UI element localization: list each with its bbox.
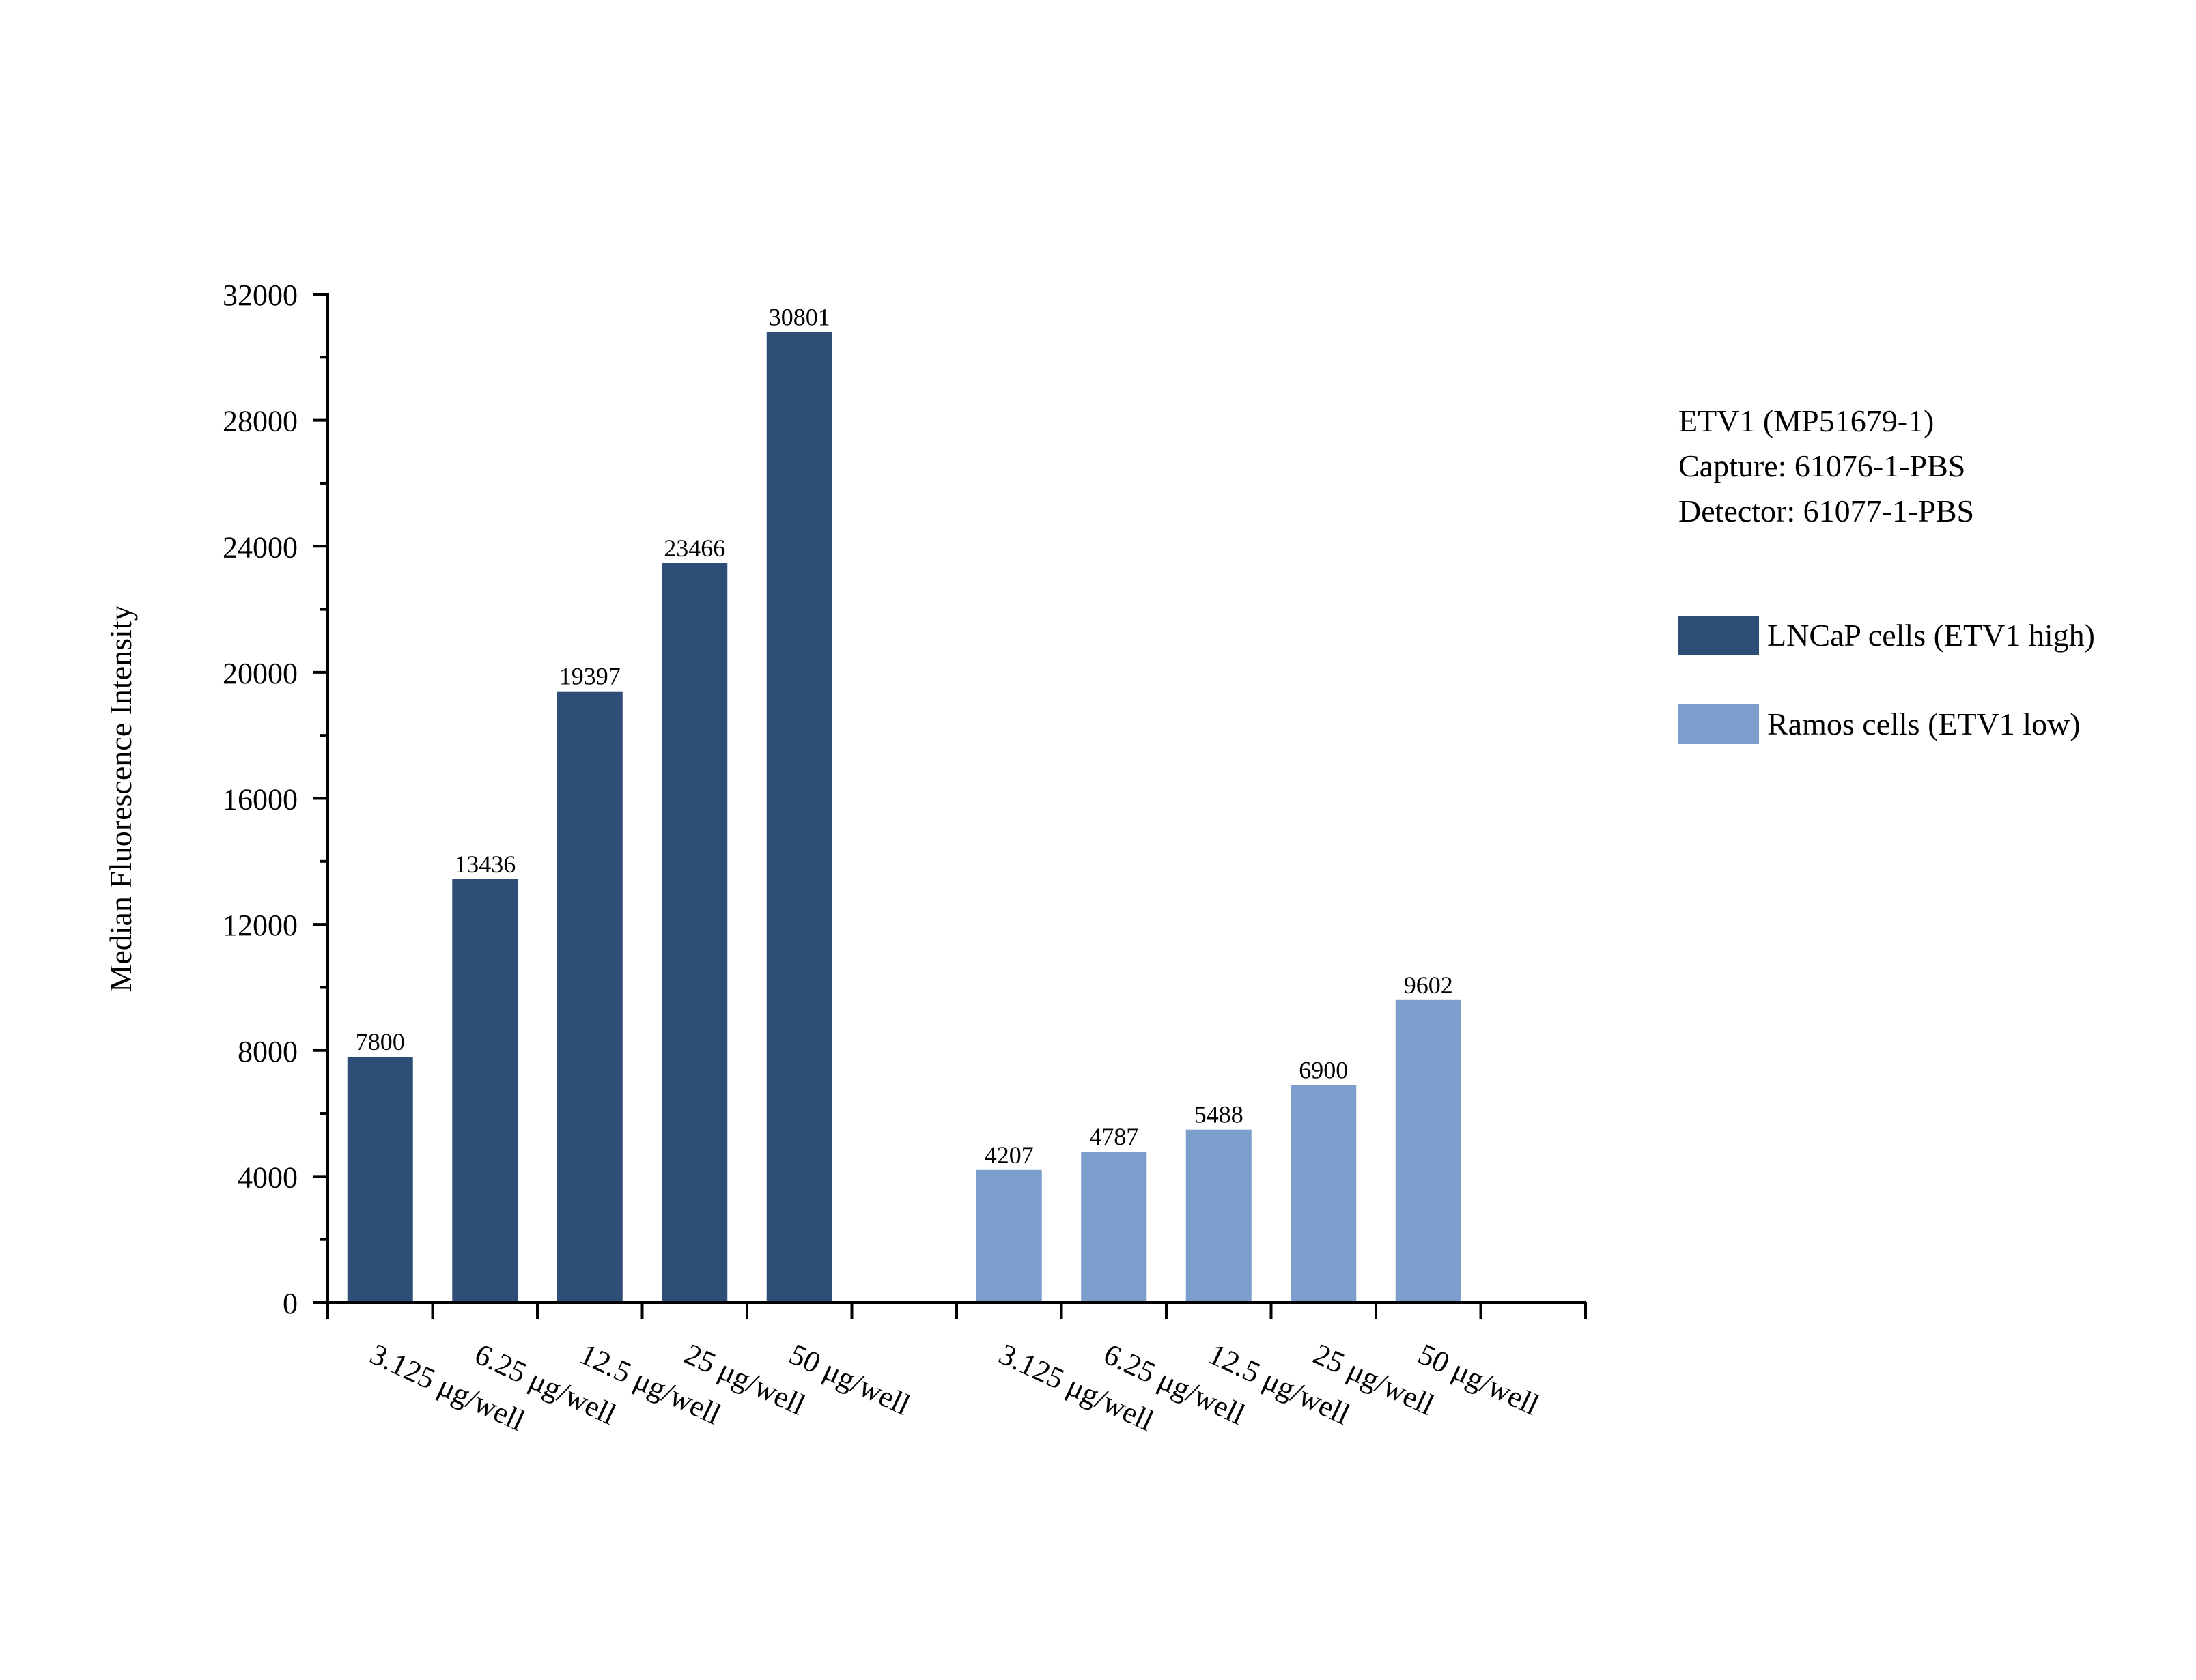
bar-value-label: 4787 (1089, 1123, 1138, 1150)
legend-label-lncap: LNCaP cells (ETV1 high) (1767, 618, 2095, 653)
bar-value-label: 19397 (559, 663, 621, 690)
y-tick-label: 32000 (223, 279, 298, 312)
y-tick-label: 0 (283, 1287, 298, 1320)
x-category-label: 50 μg/well (1413, 1337, 1545, 1422)
legend-swatch-ramos (1678, 704, 1759, 744)
bar (766, 332, 832, 1303)
bar (1395, 999, 1461, 1302)
y-tick-label: 20000 (223, 657, 298, 690)
bar (557, 691, 623, 1302)
bar (1291, 1085, 1357, 1302)
bar-value-label: 23466 (664, 535, 725, 562)
y-tick-label: 4000 (238, 1161, 298, 1194)
legend-label-ramos: Ramos cells (ETV1 low) (1767, 707, 2081, 741)
y-tick-label: 28000 (223, 405, 298, 438)
y-axis-label: Median Fluorescence Intensity (103, 605, 138, 992)
bar (1185, 1129, 1252, 1302)
bar-value-label: 5488 (1194, 1101, 1243, 1128)
y-tick-label: 8000 (238, 1035, 298, 1068)
bar (347, 1056, 413, 1302)
y-tick-label: 16000 (223, 783, 298, 816)
y-tick-label: 24000 (223, 530, 298, 564)
bar (976, 1169, 1042, 1302)
bar (1081, 1152, 1147, 1302)
info-line-antibody: ETV1 (MP51679-1) (1678, 403, 1934, 438)
bar-value-label: 4207 (985, 1141, 1034, 1169)
info-line-detector: Detector: 61077-1-PBS (1678, 494, 1975, 528)
chart-marks: 0 4000 8000 12000 16000 20000 24000 28000 32000 7… (223, 279, 1587, 1438)
bar (662, 563, 728, 1302)
legend-swatch-lncap (1678, 616, 1759, 655)
bar-value-label: 13436 (454, 851, 516, 878)
bar-value-label: 6900 (1299, 1057, 1348, 1084)
info-line-capture: Capture: 61076-1-PBS (1678, 449, 1966, 483)
chart-info-block: ETV1 (MP51679-1) Capture: 61076-1-PBS De… (1678, 399, 1974, 534)
bar-value-label: 30801 (769, 303, 830, 330)
y-tick-label: 12000 (223, 909, 298, 942)
bar-value-label: 9602 (1404, 971, 1453, 999)
bar-value-label: 7800 (356, 1028, 405, 1055)
x-category-label: 50 μg/well (785, 1337, 916, 1422)
bar (452, 879, 518, 1302)
